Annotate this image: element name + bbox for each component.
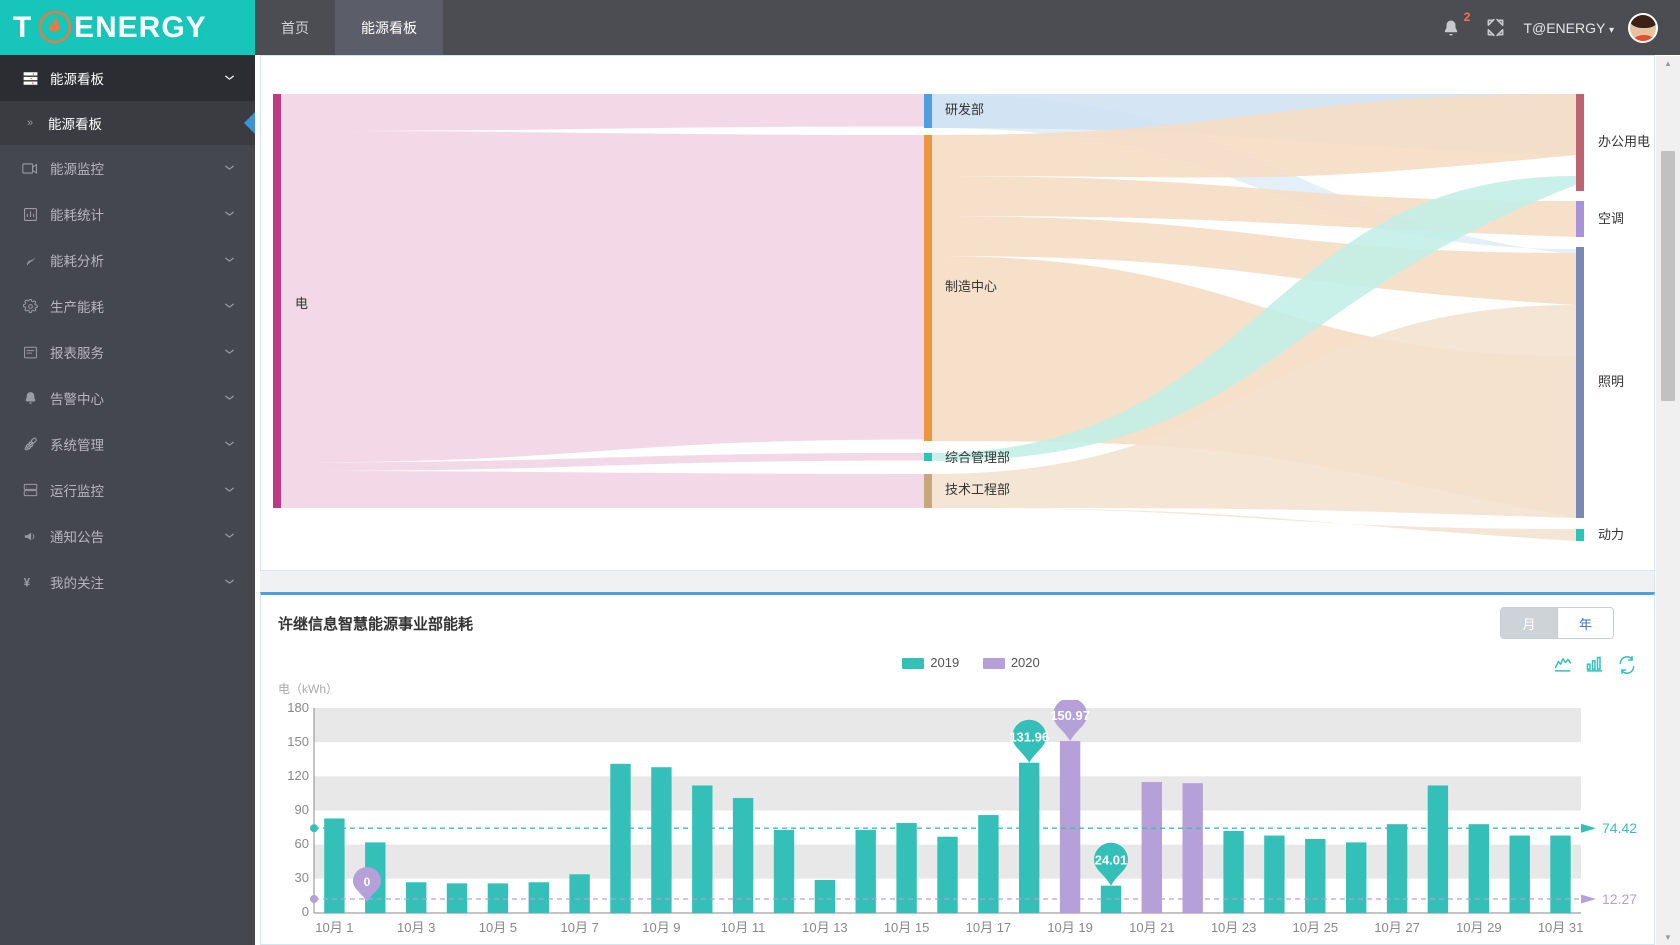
svg-text:10月 11: 10月 11 — [721, 920, 766, 935]
svg-text:0: 0 — [302, 904, 309, 919]
svg-text:10月 17: 10月 17 — [966, 920, 1012, 935]
svg-text:10月 1: 10月 1 — [315, 920, 353, 935]
svg-text:0: 0 — [364, 875, 371, 889]
svg-text:60: 60 — [295, 836, 309, 851]
svg-text:10月 7: 10月 7 — [561, 920, 599, 935]
svg-text:ENERGY: ENERGY — [74, 11, 207, 44]
svg-text:综合管理部: 综合管理部 — [945, 450, 1010, 465]
svg-text:10月 9: 10月 9 — [642, 920, 680, 935]
svg-text:照明: 照明 — [1598, 374, 1624, 389]
svg-text:10月 21: 10月 21 — [1129, 920, 1175, 935]
svg-text:10月 31: 10月 31 — [1538, 920, 1584, 935]
svg-text:10月 5: 10月 5 — [479, 920, 517, 935]
svg-text:10月 15: 10月 15 — [884, 920, 930, 935]
svg-text:10月 3: 10月 3 — [397, 920, 435, 935]
svg-text:10月 19: 10月 19 — [1047, 920, 1093, 935]
svg-text:¥: ¥ — [24, 576, 31, 589]
svg-text:74.42: 74.42 — [1602, 820, 1637, 836]
svg-text:技术工程部: 技术工程部 — [945, 482, 1010, 497]
svg-text:12.27: 12.27 — [1602, 891, 1637, 907]
svg-text:空调: 空调 — [1598, 211, 1624, 226]
svg-text:120: 120 — [287, 768, 309, 783]
svg-text:10月 27: 10月 27 — [1374, 920, 1420, 935]
svg-text:150: 150 — [287, 734, 309, 749]
svg-text:30: 30 — [295, 870, 309, 885]
svg-text:10月 23: 10月 23 — [1211, 920, 1257, 935]
svg-text:制造中心: 制造中心 — [945, 279, 997, 294]
svg-text:131.96: 131.96 — [1009, 730, 1049, 745]
svg-text:180: 180 — [287, 700, 309, 715]
svg-text:10月 25: 10月 25 — [1293, 920, 1339, 935]
svg-text:T: T — [13, 11, 32, 44]
svg-text:电: 电 — [295, 296, 308, 311]
svg-text:150.97: 150.97 — [1050, 708, 1090, 723]
svg-text:动力: 动力 — [1598, 527, 1624, 542]
svg-text:办公用电: 办公用电 — [1598, 134, 1650, 149]
svg-text:24.01: 24.01 — [1095, 853, 1128, 868]
svg-text:10月 29: 10月 29 — [1456, 920, 1502, 935]
svg-text:90: 90 — [295, 802, 309, 817]
svg-text:10月 13: 10月 13 — [802, 920, 848, 935]
svg-text:研发部: 研发部 — [945, 102, 984, 117]
